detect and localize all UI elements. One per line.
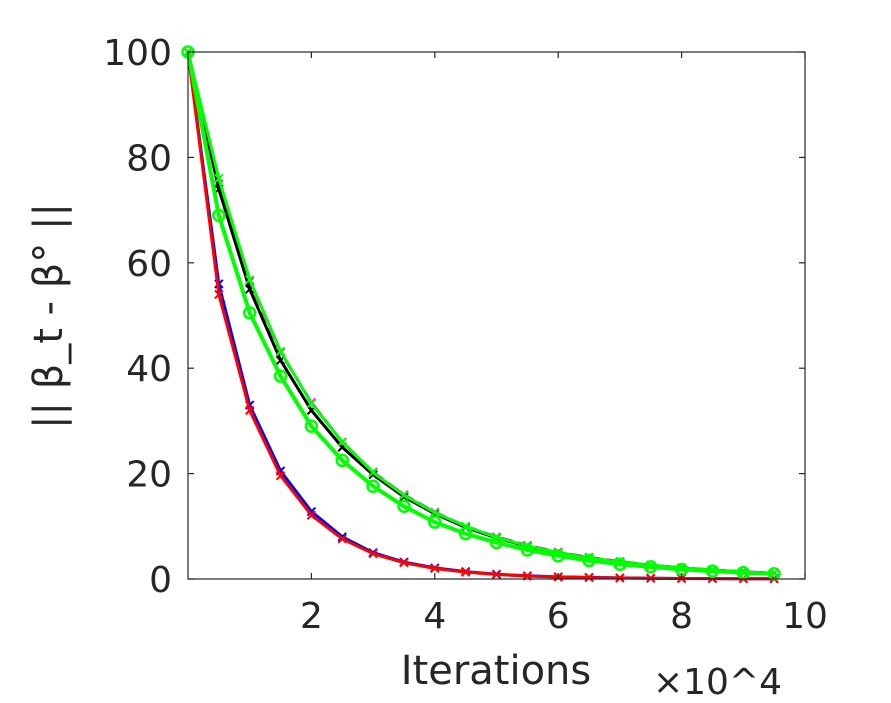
series-layer [181, 45, 781, 584]
data-point [430, 563, 440, 574]
data-point [214, 173, 224, 184]
data-point [337, 437, 347, 447]
x-tick-label: 6 [547, 596, 570, 637]
data-point [273, 369, 288, 383]
data-point [399, 490, 409, 500]
y-tick-label: 20 [126, 455, 172, 496]
data-point [397, 499, 411, 514]
plot-frame [187, 51, 806, 580]
data-point [646, 573, 656, 583]
data-point [705, 564, 720, 578]
x-tick-label: 10 [782, 596, 828, 637]
x-tick-label: 4 [423, 596, 446, 637]
data-point [736, 565, 751, 580]
data-point [304, 419, 319, 433]
data-point [368, 548, 378, 559]
data-point [428, 515, 442, 529]
plot-area [188, 52, 805, 579]
y-axis-label: || β_t - β° || [26, 203, 72, 429]
data-point [368, 467, 378, 478]
y-tick-label: 40 [126, 349, 172, 390]
data-point [214, 289, 224, 300]
data-point [212, 208, 226, 223]
x-tick-label: 8 [670, 596, 693, 637]
data-point [337, 534, 347, 544]
data-point [460, 567, 471, 577]
data-point [458, 526, 473, 541]
data-point [613, 557, 627, 571]
x-axis-label: Iterations [401, 648, 592, 694]
data-point [275, 471, 286, 481]
data-point [306, 510, 317, 520]
series-5 [181, 45, 781, 581]
data-point [244, 274, 255, 285]
x-multiplier: ×10^4 [653, 662, 782, 703]
x-tick-label: 2 [300, 596, 323, 637]
data-point [489, 535, 504, 550]
data-point [644, 560, 658, 574]
data-point [368, 469, 378, 480]
y-tick-label: 0 [149, 560, 172, 601]
y-tick-label: 60 [126, 244, 172, 285]
data-point [306, 398, 317, 409]
data-point [335, 453, 349, 468]
data-point [399, 557, 409, 568]
data-point [584, 572, 594, 583]
data-point [242, 306, 257, 320]
data-point [582, 553, 596, 568]
data-point [520, 543, 535, 557]
y-tick-label: 80 [126, 138, 172, 179]
y-tick-label: 100 [103, 33, 172, 74]
data-point [275, 346, 286, 357]
data-point [769, 568, 779, 578]
data-point [366, 479, 380, 493]
data-point [430, 507, 440, 518]
data-point [491, 569, 502, 580]
data-point [551, 549, 565, 563]
data-point [615, 573, 625, 583]
x-multiplier-label: ×10^4 [653, 662, 782, 703]
data-point [244, 405, 255, 416]
